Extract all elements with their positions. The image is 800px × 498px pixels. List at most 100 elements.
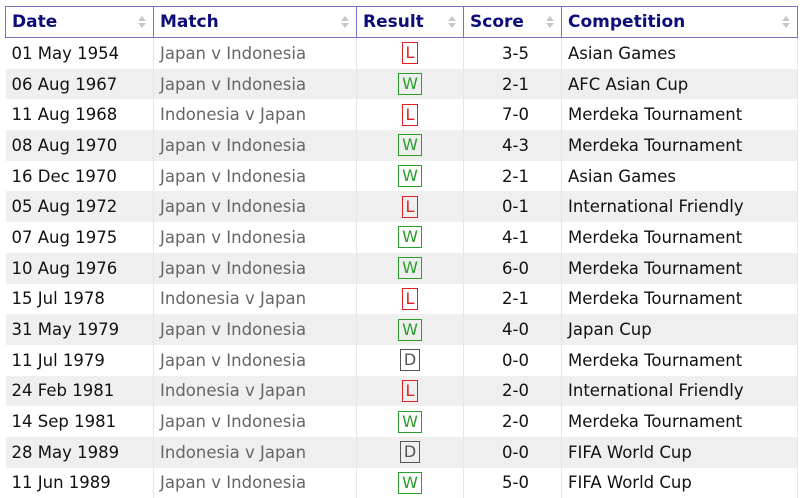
score-cell: 7-0: [463, 99, 562, 131]
result-badge: L: [401, 287, 419, 310]
competition-cell: Merdeka Tournament: [561, 99, 798, 131]
result-badge: L: [401, 42, 419, 65]
date-cell: 01 May 1954: [5, 37, 154, 69]
result-cell: L: [356, 191, 464, 223]
table-row: 15 Jul 1978 Indonesia v Japan L 2-1 Merd…: [5, 283, 798, 315]
score-cell: 4-0: [463, 314, 562, 345]
result-badge: W: [398, 471, 422, 494]
competition-cell: FIFA World Cup: [561, 467, 798, 498]
table-row: 07 Aug 1975 Japan v Indonesia W 4-1 Merd…: [5, 222, 798, 253]
result-cell: W: [356, 314, 464, 345]
result-cell: W: [356, 467, 464, 498]
column-header-competition[interactable]: Competition: [561, 6, 798, 38]
header-row: Date Match Result Score Competition: [5, 6, 798, 38]
competition-cell: Merdeka Tournament: [561, 130, 798, 161]
header-label: Result: [363, 12, 424, 32]
sort-icon[interactable]: [340, 15, 350, 29]
score-cell: 0-0: [463, 344, 562, 376]
date-cell: 16 Dec 1970: [5, 160, 154, 192]
competition-cell: International Friendly: [561, 375, 798, 407]
result-badge: W: [398, 257, 422, 280]
date-cell: 28 May 1989: [5, 436, 154, 468]
match-cell: Japan v Indonesia: [153, 252, 357, 284]
score-cell: 0-1: [463, 191, 562, 223]
result-cell: L: [356, 375, 464, 407]
column-header-date[interactable]: Date: [5, 6, 154, 38]
score-cell: 4-3: [463, 130, 562, 161]
column-header-match[interactable]: Match: [153, 6, 357, 38]
table-row: 16 Dec 1970 Japan v Indonesia W 2-1 Asia…: [5, 160, 798, 192]
match-cell: Indonesia v Japan: [153, 436, 357, 468]
result-badge: W: [398, 134, 422, 157]
header-label: Match: [160, 12, 219, 32]
score-cell: 0-0: [463, 436, 562, 468]
result-badge: W: [398, 165, 422, 188]
table-row: 11 Jul 1979 Japan v Indonesia D 0-0 Merd…: [5, 344, 798, 376]
table-row: 06 Aug 1967 Japan v Indonesia W 2-1 AFC …: [5, 68, 798, 100]
date-cell: 11 Aug 1968: [5, 99, 154, 131]
match-cell: Japan v Indonesia: [153, 130, 357, 161]
column-header-result[interactable]: Result: [356, 6, 464, 38]
table-row: 24 Feb 1981 Indonesia v Japan L 2-0 Inte…: [5, 375, 798, 407]
result-badge: W: [398, 73, 422, 96]
match-cell: Japan v Indonesia: [153, 68, 357, 100]
result-badge: L: [401, 379, 419, 402]
date-cell: 31 May 1979: [5, 314, 154, 345]
match-cell: Japan v Indonesia: [153, 344, 357, 376]
date-cell: 10 Aug 1976: [5, 252, 154, 284]
competition-cell: Japan Cup: [561, 314, 798, 345]
date-cell: 06 Aug 1967: [5, 68, 154, 100]
result-cell: L: [356, 283, 464, 315]
result-cell: D: [356, 344, 464, 376]
sort-icon[interactable]: [781, 15, 791, 29]
score-cell: 4-1: [463, 222, 562, 253]
result-badge: W: [398, 318, 422, 341]
result-cell: W: [356, 160, 464, 192]
sort-icon[interactable]: [137, 15, 147, 29]
match-cell: Indonesia v Japan: [153, 283, 357, 315]
result-cell: L: [356, 99, 464, 131]
header-label: Date: [12, 12, 58, 32]
match-cell: Japan v Indonesia: [153, 160, 357, 192]
result-badge: L: [401, 103, 419, 126]
score-cell: 3-5: [463, 37, 562, 69]
date-cell: 14 Sep 1981: [5, 406, 154, 437]
date-cell: 24 Feb 1981: [5, 375, 154, 407]
table-row: 01 May 1954 Japan v Indonesia L 3-5 Asia…: [5, 37, 798, 69]
results-table: Date Match Result Score Competition 01 May 1…: [5, 6, 798, 498]
match-cell: Japan v Indonesia: [153, 222, 357, 253]
competition-cell: Merdeka Tournament: [561, 344, 798, 376]
score-cell: 6-0: [463, 252, 562, 284]
score-cell: 2-1: [463, 283, 562, 315]
score-cell: 5-0: [463, 467, 562, 498]
result-badge: L: [401, 195, 419, 218]
competition-cell: Asian Games: [561, 37, 798, 69]
result-cell: W: [356, 252, 464, 284]
table-row: 11 Aug 1968 Indonesia v Japan L 7-0 Merd…: [5, 99, 798, 131]
competition-cell: AFC Asian Cup: [561, 68, 798, 100]
score-cell: 2-1: [463, 160, 562, 192]
date-cell: 15 Jul 1978: [5, 283, 154, 315]
result-cell: D: [356, 436, 464, 468]
sort-icon[interactable]: [447, 15, 457, 29]
score-cell: 2-1: [463, 68, 562, 100]
table-row: 05 Aug 1972 Japan v Indonesia L 0-1 Inte…: [5, 191, 798, 223]
date-cell: 05 Aug 1972: [5, 191, 154, 223]
match-cell: Japan v Indonesia: [153, 406, 357, 437]
result-cell: W: [356, 68, 464, 100]
competition-cell: Merdeka Tournament: [561, 222, 798, 253]
competition-cell: Merdeka Tournament: [561, 283, 798, 315]
score-cell: 2-0: [463, 375, 562, 407]
match-cell: Japan v Indonesia: [153, 467, 357, 498]
table-row: 11 Jun 1989 Japan v Indonesia W 5-0 FIFA…: [5, 467, 798, 498]
score-cell: 2-0: [463, 406, 562, 437]
header-label: Score: [470, 12, 524, 32]
result-cell: W: [356, 130, 464, 161]
date-cell: 11 Jun 1989: [5, 467, 154, 498]
result-badge: D: [399, 349, 421, 372]
result-badge: W: [398, 410, 422, 433]
result-badge: D: [399, 441, 421, 464]
sort-icon[interactable]: [545, 15, 555, 29]
result-cell: L: [356, 37, 464, 69]
column-header-score[interactable]: Score: [463, 6, 562, 38]
